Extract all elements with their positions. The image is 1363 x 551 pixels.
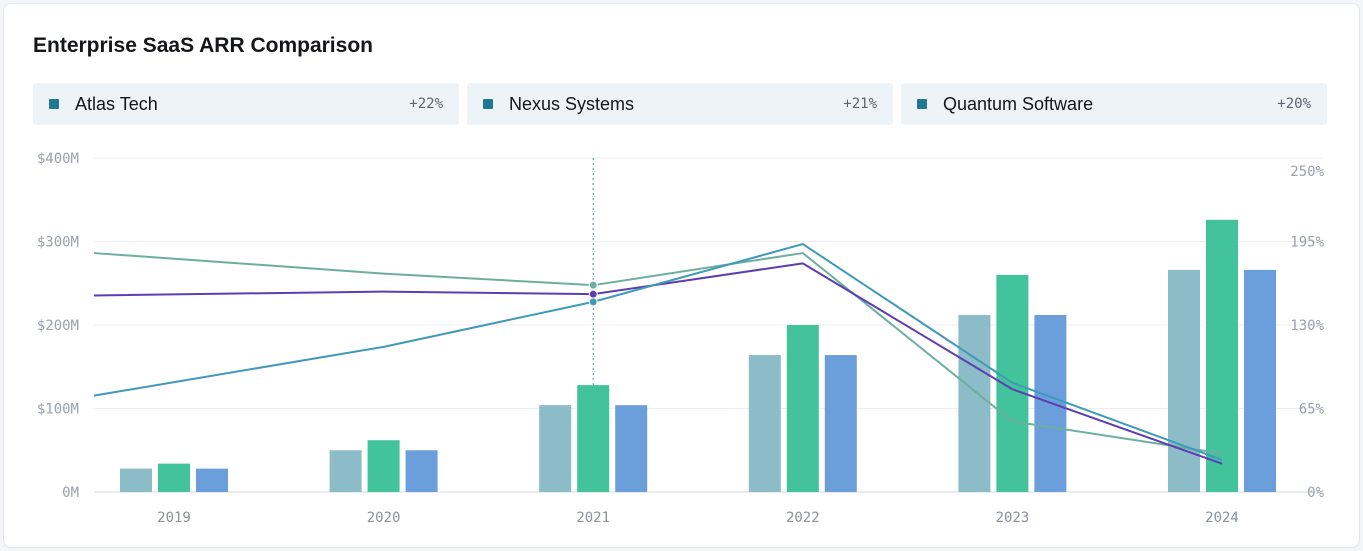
- y-left-tick-label: 0M: [62, 485, 79, 501]
- bar-atlas-tech: [329, 450, 362, 492]
- bar-atlas-tech: [539, 405, 572, 492]
- y-right-tick-label: 65%: [1299, 402, 1325, 418]
- bar-quantum-software: [196, 468, 228, 492]
- y-left-tick-label: $400M: [37, 151, 79, 167]
- y-right-tick-label: 250%: [1290, 164, 1324, 180]
- series-line: [93, 252, 1223, 455]
- x-tick-label: 2020: [367, 510, 401, 526]
- x-tick-label: 2024: [1205, 510, 1239, 526]
- bar-nexus-systems: [1206, 219, 1238, 493]
- legend-swatch-1: [483, 99, 493, 109]
- x-tick-label: 2021: [576, 510, 610, 526]
- bar-atlas-tech: [120, 468, 152, 492]
- chart-title: Enterprise SaaS ARR Comparison: [33, 34, 373, 57]
- legend-swatch-2: [917, 99, 927, 109]
- highlight-point: [588, 297, 598, 307]
- chart-card: Enterprise SaaS ARR Comparison Atlas Tec…: [3, 3, 1360, 548]
- x-tick-label: 2023: [996, 510, 1030, 526]
- bar-quantum-software: [824, 355, 857, 492]
- y-right-tick-label: 0%: [1307, 485, 1324, 501]
- x-tick-label: 2019: [157, 510, 191, 526]
- series-line: [93, 262, 1223, 465]
- series-line: [93, 243, 1223, 461]
- y-left-tick-label: $200M: [37, 318, 79, 334]
- legend-item-atlas-tech[interactable]: Atlas Tech +22%: [33, 83, 459, 125]
- bar-quantum-software: [405, 450, 438, 492]
- legend-swatch-0: [49, 99, 59, 109]
- legend-growth: +20%: [1277, 96, 1311, 112]
- bar-quantum-software: [615, 405, 648, 492]
- y-left-tick-label: $100M: [37, 402, 79, 418]
- bar-atlas-tech: [958, 314, 991, 492]
- bar-nexus-systems: [367, 440, 400, 492]
- bar-quantum-software: [1244, 269, 1276, 492]
- legend-growth: +22%: [409, 96, 443, 112]
- legend-item-nexus-systems[interactable]: Nexus Systems +21%: [467, 83, 893, 125]
- y-right-tick-label: 130%: [1290, 318, 1324, 334]
- highlight-point: [588, 280, 598, 290]
- legend-name: Nexus Systems: [509, 94, 635, 114]
- bar-atlas-tech: [748, 355, 781, 492]
- legend-name: Atlas Tech: [75, 94, 158, 114]
- legend-name: Quantum Software: [943, 94, 1094, 114]
- bar-nexus-systems: [786, 325, 819, 492]
- y-right-tick-label: 195%: [1290, 235, 1324, 251]
- highlight-point: [588, 289, 598, 299]
- y-left-tick-label: $300M: [37, 235, 79, 251]
- bar-atlas-tech: [1168, 269, 1200, 492]
- legend-item-quantum-software[interactable]: Quantum Software +20%: [901, 83, 1327, 125]
- bar-nexus-systems: [577, 385, 610, 492]
- x-tick-label: 2022: [786, 510, 820, 526]
- legend-growth: +21%: [843, 96, 877, 112]
- bar-nexus-systems: [158, 463, 190, 492]
